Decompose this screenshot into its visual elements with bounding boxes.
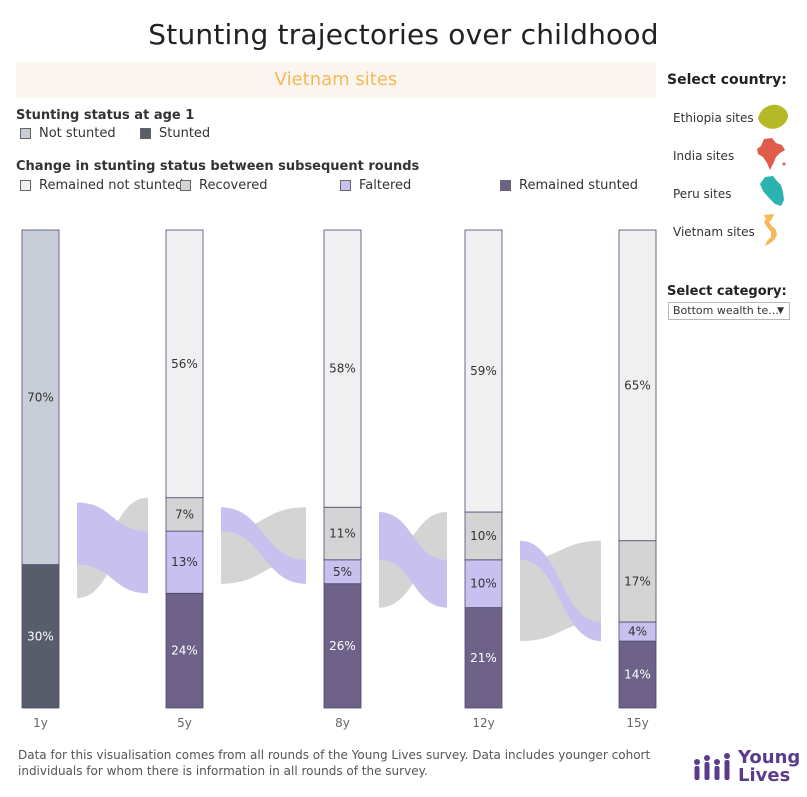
legend-item-not-stunted: Not stunted bbox=[20, 126, 116, 141]
legend-swatch-recovered bbox=[180, 180, 191, 191]
x-tick-label-1y: 1y bbox=[33, 716, 48, 730]
category-dropdown[interactable]: Bottom wealth te... ▼ bbox=[668, 302, 790, 320]
bar-segment-5y-remained-not-stunted bbox=[165, 229, 204, 499]
x-tick-label-15y: 15y bbox=[626, 716, 648, 730]
legend-swatch-remained-not-stunted bbox=[20, 180, 31, 191]
bar-segment-5y-remained-stunted bbox=[165, 592, 204, 709]
legend-swatch-faltered bbox=[340, 180, 351, 191]
change-legend-title: Change in stunting status between subseq… bbox=[16, 159, 420, 174]
bar-segment-5y-recovered bbox=[165, 497, 204, 532]
bar-segment-15y-remained-stunted bbox=[618, 640, 657, 709]
legend-label: Remained stunted bbox=[519, 178, 639, 193]
data-label-15y-remained-not-stunted: 65% bbox=[624, 378, 651, 392]
data-label-8y-remained-stunted: 26% bbox=[329, 639, 356, 653]
india-map-icon[interactable] bbox=[754, 136, 790, 172]
data-label-15y-recovered: 17% bbox=[624, 574, 651, 588]
bar-segment-15y-remained-not-stunted bbox=[618, 229, 657, 542]
legend-label: Remained not stunted bbox=[39, 178, 184, 193]
data-label-15y-remained-stunted: 14% bbox=[624, 668, 651, 682]
select-category-title: Select category: bbox=[667, 284, 787, 299]
bar-segment-1y-stunted bbox=[21, 564, 60, 709]
logo-text: Young Lives bbox=[738, 749, 800, 785]
footer-note: Data for this visualisation comes from a… bbox=[18, 748, 651, 778]
bar-segment-12y-remained-not-stunted bbox=[464, 229, 503, 513]
young-lives-logo-icon bbox=[694, 753, 730, 780]
bar-segment-8y-remained-not-stunted bbox=[323, 229, 362, 508]
chevron-down-icon[interactable]: ▼ bbox=[777, 306, 784, 316]
legend-swatch-remained-stunted bbox=[500, 180, 511, 191]
x-tick-label-5y: 5y bbox=[177, 716, 192, 730]
country-option-india[interactable]: India sites bbox=[673, 149, 735, 163]
data-label-12y-remained-not-stunted: 59% bbox=[470, 364, 497, 378]
data-label-8y-faltered: 5% bbox=[333, 565, 352, 579]
logo-line-lives: Lives bbox=[738, 765, 791, 786]
logo-line-young: Young bbox=[738, 747, 801, 768]
bar-segment-5y-faltered bbox=[165, 530, 204, 594]
country-option-ethiopia[interactable]: Ethiopia sites bbox=[673, 111, 754, 125]
legend-label: Stunted bbox=[159, 126, 211, 141]
legend-item-remained-not-stunted: Remained not stunted bbox=[20, 178, 183, 193]
data-label-5y-faltered: 13% bbox=[171, 555, 198, 569]
ethiopia-map-icon[interactable] bbox=[754, 100, 792, 132]
data-label-15y-faltered: 4% bbox=[628, 625, 647, 639]
data-label-5y-remained-stunted: 24% bbox=[171, 644, 198, 658]
status-legend-title: Stunting status at age 1 bbox=[16, 108, 195, 123]
x-tick-label-12y: 12y bbox=[472, 716, 494, 730]
bar-segment-1y-not-stunted bbox=[21, 229, 60, 566]
flow-faltered-8y-12y bbox=[379, 512, 447, 608]
site-banner: Vietnam sites bbox=[16, 62, 656, 98]
data-label-12y-remained-stunted: 21% bbox=[470, 651, 497, 665]
vietnam-map-icon[interactable] bbox=[760, 212, 786, 248]
legend-item-remained-stunted: Remained stunted bbox=[500, 178, 638, 193]
legend-label: Faltered bbox=[359, 178, 412, 193]
category-selected-value: Bottom wealth te... bbox=[673, 304, 779, 317]
legend-label: Recovered bbox=[199, 178, 268, 193]
x-tick-label-8y: 8y bbox=[335, 716, 350, 730]
data-label-5y-recovered: 7% bbox=[175, 507, 194, 521]
data-label-5y-remained-not-stunted: 56% bbox=[171, 357, 198, 371]
select-country-title: Select country: bbox=[667, 72, 787, 88]
bar-segment-12y-remained-stunted bbox=[464, 607, 503, 709]
data-label-1y-stunted: 30% bbox=[27, 629, 54, 643]
data-label-1y-not-stunted: 70% bbox=[27, 390, 54, 404]
legend-swatch-stunted bbox=[140, 128, 151, 139]
data-label-12y-faltered: 10% bbox=[470, 577, 497, 591]
legend-item-stunted: Stunted bbox=[140, 126, 210, 141]
data-label-8y-remained-not-stunted: 58% bbox=[329, 362, 356, 376]
legend-swatch-not-stunted bbox=[20, 128, 31, 139]
data-label-12y-recovered: 10% bbox=[470, 529, 497, 543]
page-title: Stunting trajectories over childhood bbox=[148, 18, 659, 51]
data-label-8y-recovered: 11% bbox=[329, 527, 356, 541]
country-option-peru[interactable]: Peru sites bbox=[673, 187, 732, 201]
bar-segment-12y-recovered bbox=[464, 511, 503, 561]
bar-segment-8y-recovered bbox=[323, 506, 362, 561]
flow-faltered-1y-5y bbox=[77, 502, 148, 594]
flow-faltered-12y-15y bbox=[520, 540, 601, 642]
legend-label: Not stunted bbox=[39, 126, 116, 141]
bar-segment-8y-remained-stunted bbox=[323, 583, 362, 709]
country-option-vietnam[interactable]: Vietnam sites bbox=[673, 225, 755, 239]
peru-map-icon[interactable] bbox=[757, 174, 787, 210]
bar-segment-15y-recovered bbox=[618, 540, 657, 623]
flow-faltered-5y-8y bbox=[221, 507, 306, 584]
legend-item-faltered: Faltered bbox=[340, 178, 411, 193]
legend-item-recovered: Recovered bbox=[180, 178, 268, 193]
